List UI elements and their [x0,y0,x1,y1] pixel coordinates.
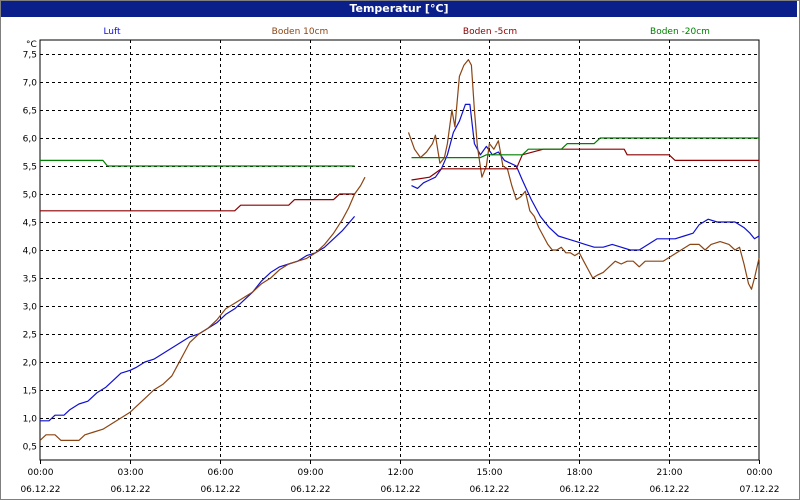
x-tick-time: 15:00 [477,468,503,478]
y-tick-label: 4,0 [23,247,38,257]
x-tick-date: 06.12.22 [290,485,330,495]
y-axis-label: °C [26,40,37,50]
x-tick-time: 18:00 [567,468,593,478]
y-tick-label: 7,5 [23,51,37,61]
x-tick-time: 09:00 [298,468,324,478]
x-tick-time: 03:00 [118,468,144,478]
x-tick-time: 21:00 [657,468,683,478]
x-tick-time: 00:00 [28,468,54,478]
window-title: Temperatur [°C] [1,1,797,17]
y-tick-label: 6,0 [23,135,38,145]
series-line [411,103,760,251]
axes: 0,5 1,0 1,5 2,0 2,5 3,0 3,5 4,0 4,5 5,0 5,5 6,0 6,5 7… [20,39,780,495]
x-tick-time: 00:00 [747,468,773,478]
x-tick-date: 06.12.22 [380,485,420,495]
x-tick-date: 06.12.22 [649,485,689,495]
x-tick-date: 06.12.22 [559,485,599,495]
y-tick-label: 3,5 [23,275,37,285]
x-tick-date: 06.12.22 [110,485,150,495]
legend-entry: Boden -20cm [650,27,710,37]
legend: Luft Boden 10cm Boden -5cm Boden -20cm [103,27,710,37]
series-line [40,193,355,212]
grid [40,40,759,460]
y-tick-label: 1,0 [23,415,38,425]
series-lines [39,58,760,441]
series-line [407,58,760,290]
x-tick-date: 06.12.22 [469,485,509,495]
x-tick-date: 06.12.22 [20,485,60,495]
y-tick-label: 5,0 [23,191,38,201]
series-line [411,148,759,181]
y-tick-label: 4,5 [23,219,37,229]
y-tick-label: 7,0 [23,79,38,89]
y-tick-label: 1,5 [23,387,37,397]
y-tick-label: 2,5 [23,331,37,341]
legend-entry: Boden -5cm [463,27,517,37]
plot-frame [39,39,760,461]
y-tick-label: 2,0 [23,359,38,369]
x-tick-time: 12:00 [388,468,414,478]
y-tick-label: 6,5 [23,107,37,117]
x-tick-date: 07.12.22 [739,485,779,495]
series-line [40,159,355,167]
x-tick-date: 06.12.22 [200,485,240,495]
legend-entry: Boden 10cm [272,27,329,37]
legend-entry: Luft [103,27,121,37]
y-tick-label: 0,5 [23,443,37,453]
series-line [39,176,366,441]
y-tick-label: 3,0 [23,303,38,313]
series-line [411,137,759,159]
x-tick-time: 06:00 [208,468,234,478]
y-tick-label: 5,5 [23,163,37,173]
